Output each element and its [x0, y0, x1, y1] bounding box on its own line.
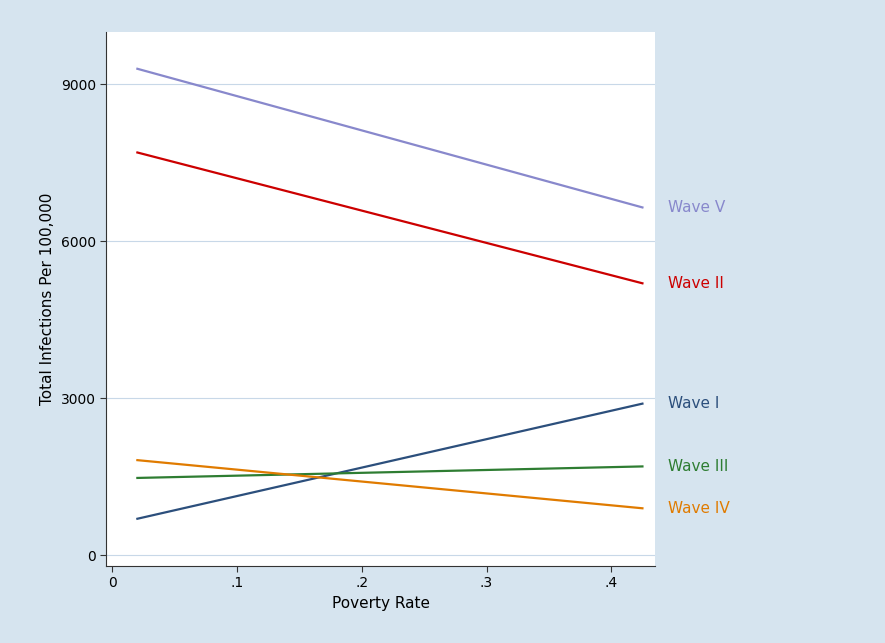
X-axis label: Poverty Rate: Poverty Rate — [332, 596, 429, 611]
Text: Wave IV: Wave IV — [668, 501, 730, 516]
Text: Wave III: Wave III — [668, 459, 728, 474]
Text: Wave I: Wave I — [668, 396, 720, 411]
Text: Wave II: Wave II — [668, 276, 724, 291]
Text: Wave V: Wave V — [668, 200, 726, 215]
Y-axis label: Total Infections Per 100,000: Total Infections Per 100,000 — [40, 193, 55, 405]
